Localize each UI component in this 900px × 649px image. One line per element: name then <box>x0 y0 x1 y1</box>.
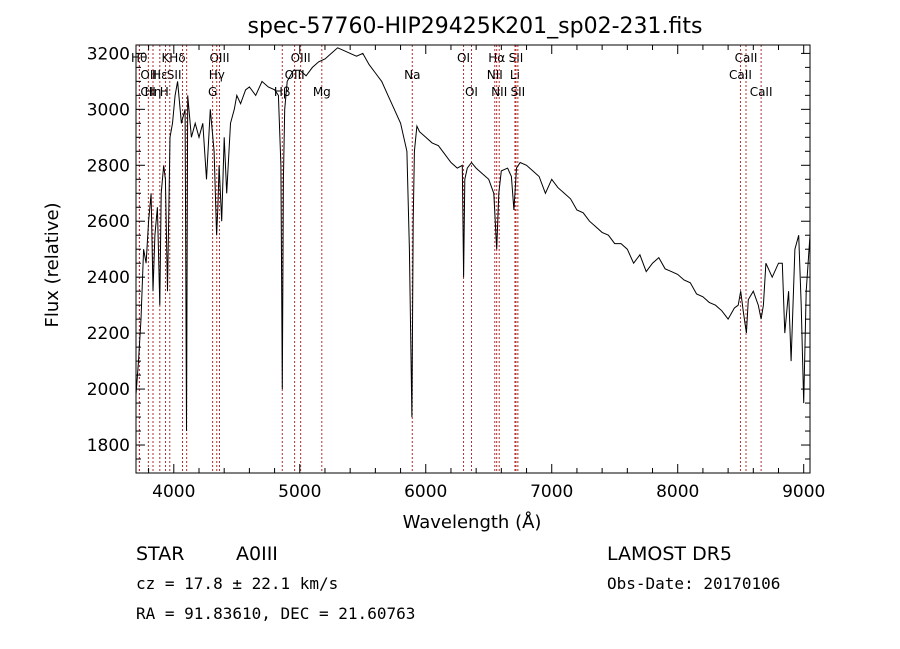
x-tick-label: 8000 <box>656 482 699 502</box>
line-marker-label: Hα <box>488 51 505 65</box>
x-tick-label: 7000 <box>530 482 573 502</box>
x-axis: 4000 5000 6000 7000 8000 9000 <box>148 45 825 502</box>
line-marker-label: OI <box>457 51 470 65</box>
line-marker-label: NII <box>487 68 503 82</box>
y-tick-label: 2200 <box>87 324 130 344</box>
y-axis: 1800 2000 2200 2400 2600 2800 3000 3200 <box>87 44 810 460</box>
line-marker-label: OI <box>465 85 478 99</box>
line-marker-label: OIII <box>291 51 311 65</box>
line-marker-label: SII <box>167 68 182 82</box>
y-tick-label: 2400 <box>87 268 130 288</box>
line-marker-label: Na <box>404 68 420 82</box>
line-marker-label: OIII <box>285 68 305 82</box>
x-tick-label: 5000 <box>278 482 321 502</box>
line-marker-label: Hε <box>152 68 168 82</box>
line-marker-label: Hη <box>145 85 162 99</box>
subclass-label: A0III <box>236 543 278 565</box>
spectrum-series <box>135 47 811 432</box>
spectrum-line <box>135 47 811 432</box>
x-axis-label: Wavelength (Å) <box>403 511 542 533</box>
line-marker-label: SII <box>509 51 524 65</box>
line-marker-label: K <box>162 51 171 65</box>
line-marker-label: Li <box>510 68 520 82</box>
x-tick-label: 9000 <box>782 482 825 502</box>
line-marker-label: G <box>208 85 217 99</box>
cz-text: cz = 17.8 ± 22.1 km/s <box>136 574 338 593</box>
line-marker-label: Mg <box>313 85 331 99</box>
chart-title: spec-57760-HIP29425K201_sp02-231.fits <box>248 14 703 39</box>
obs-date-text: Obs-Date: 20170106 <box>607 574 780 593</box>
y-tick-label: 3200 <box>87 44 130 64</box>
line-marker-label: CaII <box>735 51 758 65</box>
plot-frame <box>135 44 811 474</box>
line-marker-label: OIII <box>209 51 229 65</box>
line-marker-label: NII <box>491 85 507 99</box>
y-tick-label: 2600 <box>87 212 130 232</box>
survey-label: LAMOST DR5 <box>607 543 732 565</box>
line-marker-label: SII <box>510 85 525 99</box>
x-tick-label: 6000 <box>404 482 447 502</box>
y-tick-label: 3000 <box>87 100 130 120</box>
y-tick-label: 1800 <box>87 436 130 456</box>
class-label: STAR <box>136 543 184 565</box>
x-tick-label: 4000 <box>152 482 195 502</box>
y-axis-label: Flux (relative) <box>42 202 63 327</box>
line-marker-label: Hγ <box>209 68 225 82</box>
line-marker-label: CaII <box>750 85 773 99</box>
radec-text: RA = 91.83610, DEC = 21.60763 <box>136 604 415 623</box>
line-marker-label: CaII <box>729 68 752 82</box>
y-tick-label: 2800 <box>87 156 130 176</box>
line-marker-label: CII <box>140 85 155 99</box>
y-tick-label: 2000 <box>87 380 130 400</box>
line-marker-label: H <box>160 85 169 99</box>
line-marker-label: Hδ <box>169 51 185 65</box>
